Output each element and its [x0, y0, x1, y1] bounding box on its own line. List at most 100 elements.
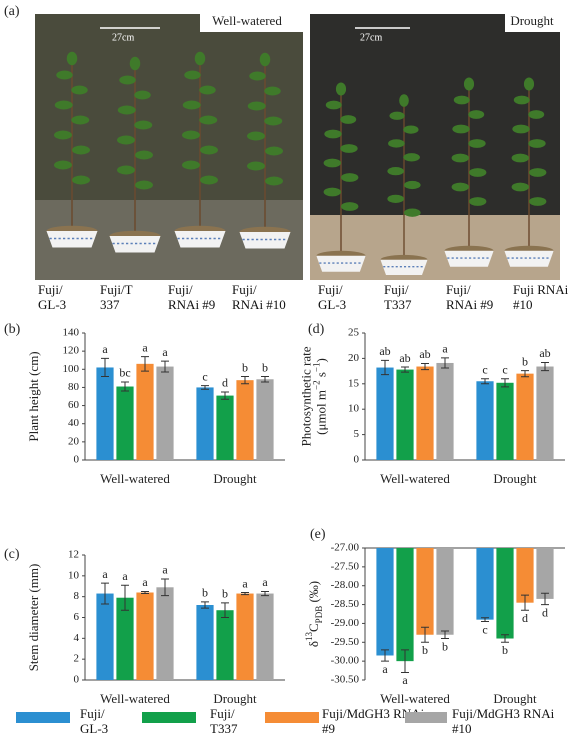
plant-label: Fuji/T 337 [100, 282, 133, 312]
error-bar [101, 357, 109, 378]
y-axis-label-part: −1 [312, 362, 322, 372]
error-bar [101, 582, 109, 605]
significance-letter: b [222, 587, 228, 601]
y-tick-label: 8 [74, 590, 80, 602]
significance-letter: c [482, 362, 487, 376]
y-tick-label: 80 [68, 381, 80, 393]
error-bar [381, 359, 389, 376]
bar [136, 592, 154, 680]
y-tick-label: -27.00 [331, 542, 360, 554]
y-tick-label: 40 [68, 417, 80, 429]
error-bar [401, 366, 409, 373]
y-tick-label: 140 [63, 327, 80, 339]
condition-label: Well-watered [212, 13, 282, 28]
legend-label: Fuji/MdGH3 RNAi #10 [452, 706, 555, 736]
x-tick-label: Drought [213, 691, 257, 706]
bar [96, 367, 114, 460]
significance-letter: b [522, 354, 528, 368]
panel-label: (a) [4, 4, 20, 19]
y-tick-label: -28.00 [331, 579, 360, 591]
error-bar [541, 361, 549, 372]
legend-label: Fuji/MdGH3 RNAi #9 [322, 706, 425, 736]
error-bar [261, 376, 269, 383]
error-bar [521, 594, 529, 611]
plant-label: Fuji/ GL-3 [38, 282, 67, 312]
bar [516, 373, 534, 460]
significance-letter: d [522, 611, 528, 625]
bar [496, 548, 514, 639]
bar [536, 548, 554, 599]
y-axis-label: Plant height (cm) [26, 351, 41, 441]
error-bar [161, 360, 169, 373]
x-tick-label: Well-watered [380, 471, 450, 486]
significance-letter: a [262, 575, 268, 589]
panel-label: (d) [308, 322, 325, 337]
bar [416, 548, 434, 635]
y-tick-label: -28.50 [331, 598, 360, 610]
y-axis-label-part: (‰) [306, 581, 321, 606]
bar [376, 367, 394, 460]
y-tick-label: 60 [68, 399, 80, 411]
significance-letter: bc [119, 366, 130, 380]
significance-letter: a [102, 567, 108, 581]
bar [236, 380, 254, 460]
y-axis-label-part: −2 [312, 380, 322, 390]
condition-label: Drought [510, 13, 554, 28]
plant-label: Fuji/ RNAi #9 [446, 282, 494, 312]
bar [96, 593, 114, 680]
bar [516, 548, 534, 603]
y-tick-label: 6 [74, 611, 80, 623]
bar [256, 379, 274, 460]
significance-letter: a [402, 673, 408, 687]
y-axis-label-part: δ [306, 641, 321, 647]
y-tick-label: 4 [74, 632, 80, 644]
legend-label: Fuji/ T337 [210, 706, 238, 736]
bar [216, 395, 234, 460]
y-tick-label: -29.00 [331, 617, 360, 629]
y-tick-label: -27.50 [331, 560, 360, 572]
significance-letter: b [442, 639, 448, 653]
y-axis-label: Photosynthetic rate [298, 346, 313, 446]
significance-letter: ab [379, 344, 390, 358]
significance-letter: a [102, 342, 108, 356]
bar [256, 593, 274, 680]
y-tick-label: 5 [354, 428, 360, 440]
error-bar [261, 590, 269, 597]
significance-letter: a [382, 662, 388, 676]
significance-letter: c [502, 362, 507, 376]
bar [396, 369, 414, 460]
significance-letter: a [162, 345, 168, 359]
error-bar [241, 592, 249, 596]
significance-letter: ab [419, 347, 430, 361]
y-tick-label: 12 [68, 549, 79, 561]
y-tick-label: 20 [348, 352, 360, 364]
error-bar [141, 356, 149, 372]
y-tick-label: 2 [74, 653, 80, 665]
x-tick-label: Well-watered [100, 691, 170, 706]
y-tick-label: 25 [348, 327, 360, 339]
photo: Well-watered 27cm [35, 12, 303, 280]
error-bar [241, 376, 249, 385]
legend-swatch [265, 712, 319, 723]
error-bar [121, 584, 129, 611]
significance-letter: ab [399, 351, 410, 365]
bar [196, 387, 214, 460]
significance-letter: a [142, 340, 148, 354]
y-axis-label: δ13CPDB (‰) [304, 581, 324, 647]
legend-swatch [142, 712, 196, 723]
panel-label: (b) [4, 322, 21, 337]
significance-letter: c [202, 369, 207, 383]
bar [436, 548, 454, 635]
bar [436, 362, 454, 460]
y-tick-label: 20 [68, 435, 80, 447]
y-axis-label-part: C [306, 623, 321, 632]
y-axis-label-part: (μmol m [313, 390, 328, 435]
bar [136, 363, 154, 460]
y-axis-label-part: ) [313, 358, 328, 362]
error-bar [221, 391, 229, 400]
significance-letter: b [202, 586, 208, 600]
significance-letter: b [262, 360, 268, 374]
error-bar [421, 362, 429, 371]
significance-letter: b [502, 643, 508, 657]
error-bar [481, 378, 489, 385]
